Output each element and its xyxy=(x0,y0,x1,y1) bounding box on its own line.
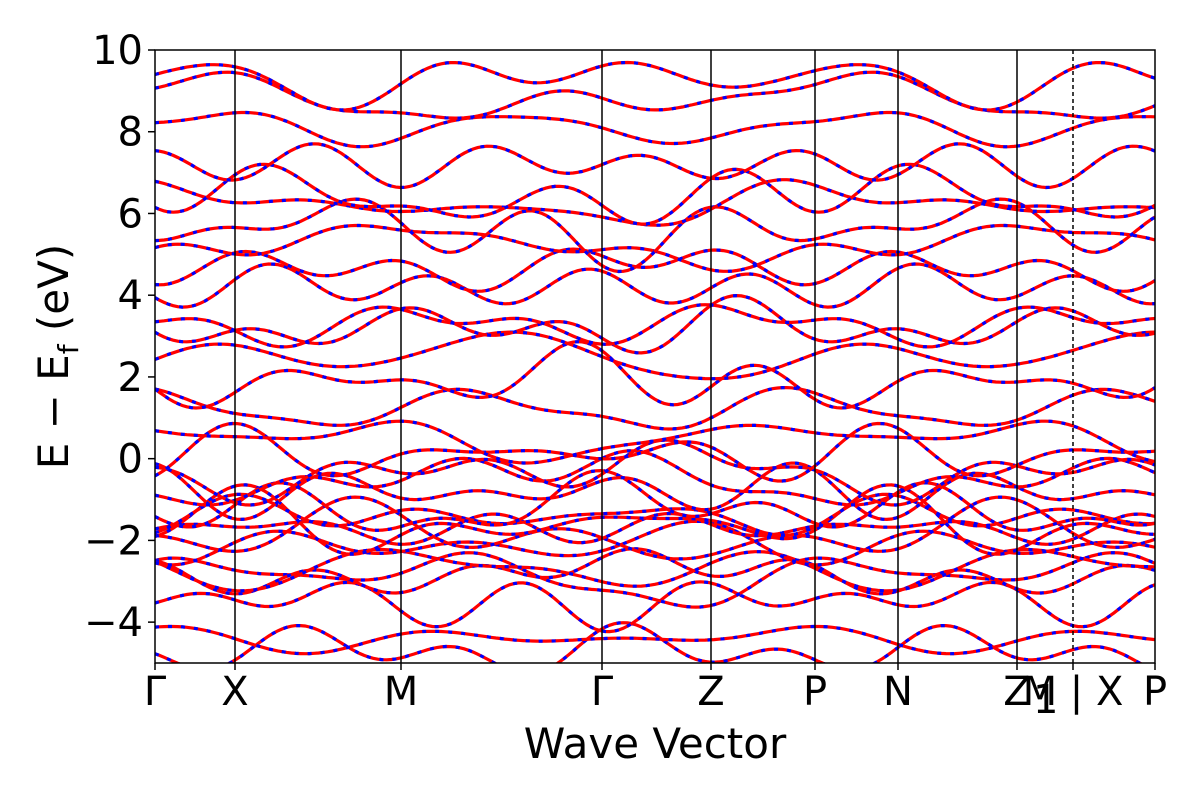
band-line xyxy=(155,197,1155,274)
band-line xyxy=(155,421,1155,483)
y-tick-label: 4 xyxy=(118,273,143,319)
band-line-dashed xyxy=(155,483,1155,556)
band-line xyxy=(155,110,1155,149)
x-tick-label: Γ xyxy=(144,669,167,715)
band-line-dashed xyxy=(155,449,1155,507)
band-line-dashed xyxy=(155,386,1155,431)
band-line-dashed xyxy=(155,330,1155,381)
band-line xyxy=(155,551,1155,609)
band-line-dashed xyxy=(155,340,1155,410)
y-tick-label: −4 xyxy=(84,600,143,646)
x-tick-label: N xyxy=(883,669,913,715)
band-line-dashed xyxy=(155,110,1155,149)
band-line xyxy=(155,60,1155,112)
band-line xyxy=(155,621,1144,663)
band-line xyxy=(155,624,1155,656)
x-tick-subscript: 1 xyxy=(1033,677,1058,723)
band-line xyxy=(155,247,1155,293)
band-line-dashed xyxy=(155,580,1155,634)
band-line-dashed xyxy=(155,262,1155,309)
y-axis-label-unit: (eV) xyxy=(29,244,78,345)
band-line-dashed xyxy=(155,492,1155,537)
band-line xyxy=(155,303,1155,349)
band-line xyxy=(155,580,1155,634)
y-tick-label: −2 xyxy=(84,518,143,564)
y-tick-label: 8 xyxy=(118,110,143,156)
band-line-dashed xyxy=(155,419,1155,465)
band-line-dashed xyxy=(155,142,1155,190)
y-tick-label: 2 xyxy=(118,355,143,401)
y-tick-label: 6 xyxy=(118,191,143,237)
x-tick-label: P xyxy=(1143,669,1167,715)
band-line-dashed xyxy=(155,621,1144,663)
x-tick-label: P xyxy=(803,669,827,715)
kpoint-lines xyxy=(234,50,1074,663)
band-line-dashed xyxy=(155,624,1155,656)
band-line-dashed xyxy=(155,197,1155,274)
band-line-dashed xyxy=(155,438,1155,507)
x-tick-label: M | X xyxy=(1023,669,1124,715)
plot-frame xyxy=(154,49,1156,664)
band-line xyxy=(155,70,1155,120)
y-axis-label: E − Ef (eV) xyxy=(29,244,85,470)
band-line-dashed xyxy=(155,511,1155,546)
x-axis-label: Wave Vector xyxy=(524,719,787,768)
x-tick-label: Z xyxy=(1003,669,1030,715)
y-axis-label-main: E − E xyxy=(29,354,78,469)
band-line-dashed xyxy=(155,293,1155,355)
band-line xyxy=(155,547,1155,596)
band-line xyxy=(155,223,1155,273)
band-line xyxy=(155,162,1155,226)
x-axis: Γ X M Γ Z P N ZM | X P1 xyxy=(144,663,1167,723)
y-tick-label: 0 xyxy=(118,437,143,483)
x-tick-label: Γ xyxy=(591,669,614,715)
band-lines xyxy=(155,60,1155,663)
band-line xyxy=(155,340,1155,410)
band-line xyxy=(155,468,1155,532)
y-axis-label-sub: f xyxy=(52,343,85,354)
band-line-dashed xyxy=(155,178,1155,227)
x-tick-label: Z xyxy=(697,669,724,715)
band-line-dashed xyxy=(155,162,1155,226)
x-tick-label: X xyxy=(221,669,248,715)
y-tick-label: 10 xyxy=(92,28,143,74)
band-line-dashed xyxy=(155,421,1155,483)
band-line xyxy=(155,386,1155,431)
band-line-dashed xyxy=(155,495,1155,561)
band-line-dashed xyxy=(155,551,1155,609)
band-line-dashed xyxy=(155,247,1155,293)
y-axis: −4 −2 0 2 4 6 8 10 xyxy=(84,28,155,646)
band-line xyxy=(155,547,1155,593)
band-line-dashed xyxy=(155,223,1155,273)
band-line-dashed xyxy=(155,60,1155,112)
x-tick-label: M xyxy=(384,669,419,715)
